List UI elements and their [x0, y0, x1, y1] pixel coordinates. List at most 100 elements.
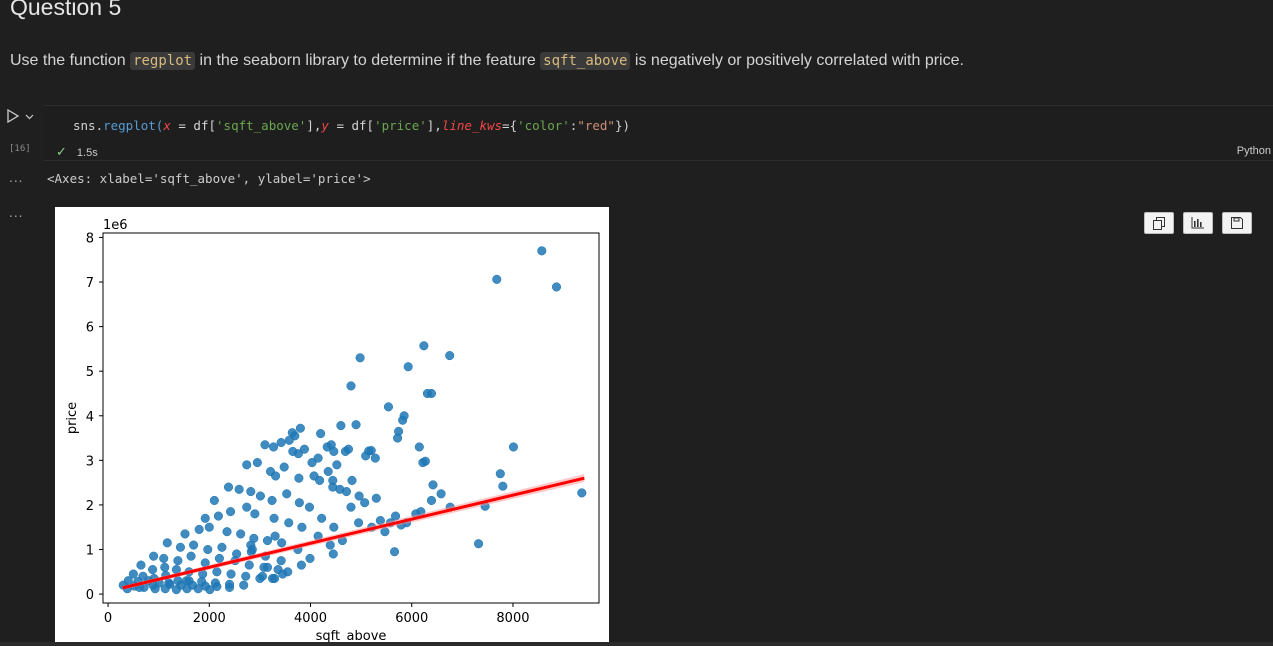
- save-icon[interactable]: [1231, 217, 1243, 229]
- scatter-point: [473, 539, 484, 549]
- scatter-point: [148, 565, 158, 575]
- scatter-point: [323, 466, 333, 477]
- scatter-point: [420, 456, 430, 466]
- scatter-point: [316, 429, 326, 439]
- scatter-point: [508, 442, 519, 452]
- regression-line: [122, 476, 585, 590]
- scatter-point: [284, 518, 294, 528]
- scatter-point: [307, 458, 317, 468]
- scatter-chart: 0 2000 4000 6000 8000 0 1 2 3 4 5 6 7 8 1e6 sqft_above p…: [65, 218, 600, 644]
- scatter-point: [355, 353, 365, 363]
- scatter-point: [277, 538, 287, 548]
- scatter-point: [128, 569, 138, 579]
- scatter-point: [537, 246, 547, 256]
- scatter-point: [419, 341, 429, 351]
- scatter-point: [246, 487, 256, 497]
- scatter-point: [282, 489, 292, 499]
- scatter-point: [213, 511, 223, 521]
- kernel-language[interactable]: Python: [1236, 145, 1271, 157]
- scatter-point: [239, 580, 249, 590]
- execution-count: [16]: [9, 144, 31, 154]
- output-more-icon[interactable]: ...: [9, 206, 24, 220]
- scatter-point: [383, 402, 394, 412]
- y-tick-label: 0: [86, 588, 94, 603]
- scatter-point: [293, 449, 303, 459]
- scatter-point: [284, 435, 294, 445]
- scatter-point: [347, 475, 357, 485]
- code-token: ],: [426, 118, 442, 133]
- question-text-part: in the seaborn library to determine if t…: [195, 52, 541, 69]
- scatter-point: [313, 453, 323, 463]
- scatter-point: [492, 274, 502, 284]
- scatter-point: [436, 489, 446, 499]
- scatter-point: [234, 484, 244, 494]
- code-token: }): [614, 118, 631, 133]
- code-token: = df[: [170, 118, 217, 133]
- code-token-function: regplot: [103, 118, 156, 133]
- plot-area: [103, 233, 599, 603]
- scatter-point: [260, 440, 270, 450]
- horizontal-scrollbar[interactable]: [0, 642, 1273, 646]
- scatter-point: [241, 571, 251, 581]
- save-plot-button[interactable]: [1222, 212, 1252, 234]
- scatter-point: [577, 488, 587, 498]
- scatter-point: [276, 437, 286, 448]
- copy-icon[interactable]: [1153, 216, 1165, 230]
- scatter-point: [205, 585, 215, 595]
- y-tick-label: 3: [86, 454, 94, 469]
- code-cell-editor[interactable]: sns.regplot(x = df['sqft_above'],y = df[…: [44, 105, 1273, 161]
- scatter-point: [329, 446, 339, 456]
- scatter-point: [422, 388, 432, 399]
- scatter-point: [217, 542, 227, 552]
- inline-code-sqft-above: sqft_above: [540, 52, 631, 70]
- output-more-icon[interactable]: ...: [9, 171, 24, 185]
- copy-output-button[interactable]: [1144, 212, 1174, 234]
- scatter-point: [222, 527, 232, 537]
- chevron-down-icon[interactable]: [25, 112, 34, 121]
- scatter-point: [294, 498, 304, 508]
- scatter-point: [294, 473, 304, 483]
- scatter-point: [193, 584, 203, 594]
- code-line[interactable]: sns.regplot(x = df['sqft_above'],y = df[…: [73, 118, 630, 133]
- scatter-point: [341, 487, 351, 497]
- regplot-figure: 0 2000 4000 6000 8000 0 1 2 3 4 5 6 7 8 1e6 sqft_above p…: [55, 207, 609, 646]
- question-text-part: Use the function: [10, 52, 131, 69]
- scatter-point: [162, 538, 172, 548]
- scatter-point: [194, 524, 204, 534]
- scatter-point: [428, 480, 438, 490]
- open-plot-viewer-button[interactable]: [1183, 212, 1213, 234]
- scatter-point: [136, 560, 146, 570]
- scatter-point: [283, 567, 293, 577]
- scatter-point: [393, 433, 403, 443]
- code-token-string: 'price': [374, 118, 427, 133]
- run-cell-button[interactable]: [6, 106, 38, 126]
- scatter-point: [270, 531, 280, 541]
- scatter-point: [224, 582, 235, 592]
- x-tick-label: 2000: [193, 611, 226, 626]
- y-tick-label: 8: [86, 231, 94, 246]
- code-token: :: [569, 118, 578, 133]
- y-tick-label: 2: [86, 499, 94, 514]
- code-token: = df[: [328, 118, 375, 133]
- scatter-point: [189, 540, 199, 550]
- play-icon[interactable]: [6, 109, 20, 123]
- y-axis-label: price: [65, 402, 80, 434]
- output-text: <Axes: xlabel='sqft_above', ylabel='pric…: [47, 171, 371, 186]
- scatter-point: [390, 511, 401, 521]
- scatter-point: [223, 482, 234, 492]
- plot-frame: [102, 232, 600, 604]
- scatter-point: [329, 522, 339, 532]
- scatter-point: [299, 444, 309, 454]
- chart-icon[interactable]: [1191, 217, 1205, 229]
- y-tick-label: 5: [86, 365, 94, 380]
- code-token-string: 'color': [517, 118, 570, 133]
- scatter-point: [336, 421, 346, 431]
- scatter-point: [160, 562, 170, 572]
- question-heading: Question 5: [10, 0, 122, 20]
- scatter-point: [370, 453, 380, 463]
- y-tick-label: 1: [86, 544, 94, 559]
- scatter-point: [268, 573, 278, 584]
- code-token-string: "red": [577, 118, 615, 133]
- scatter-point: [328, 549, 338, 559]
- scatter-point: [346, 381, 356, 391]
